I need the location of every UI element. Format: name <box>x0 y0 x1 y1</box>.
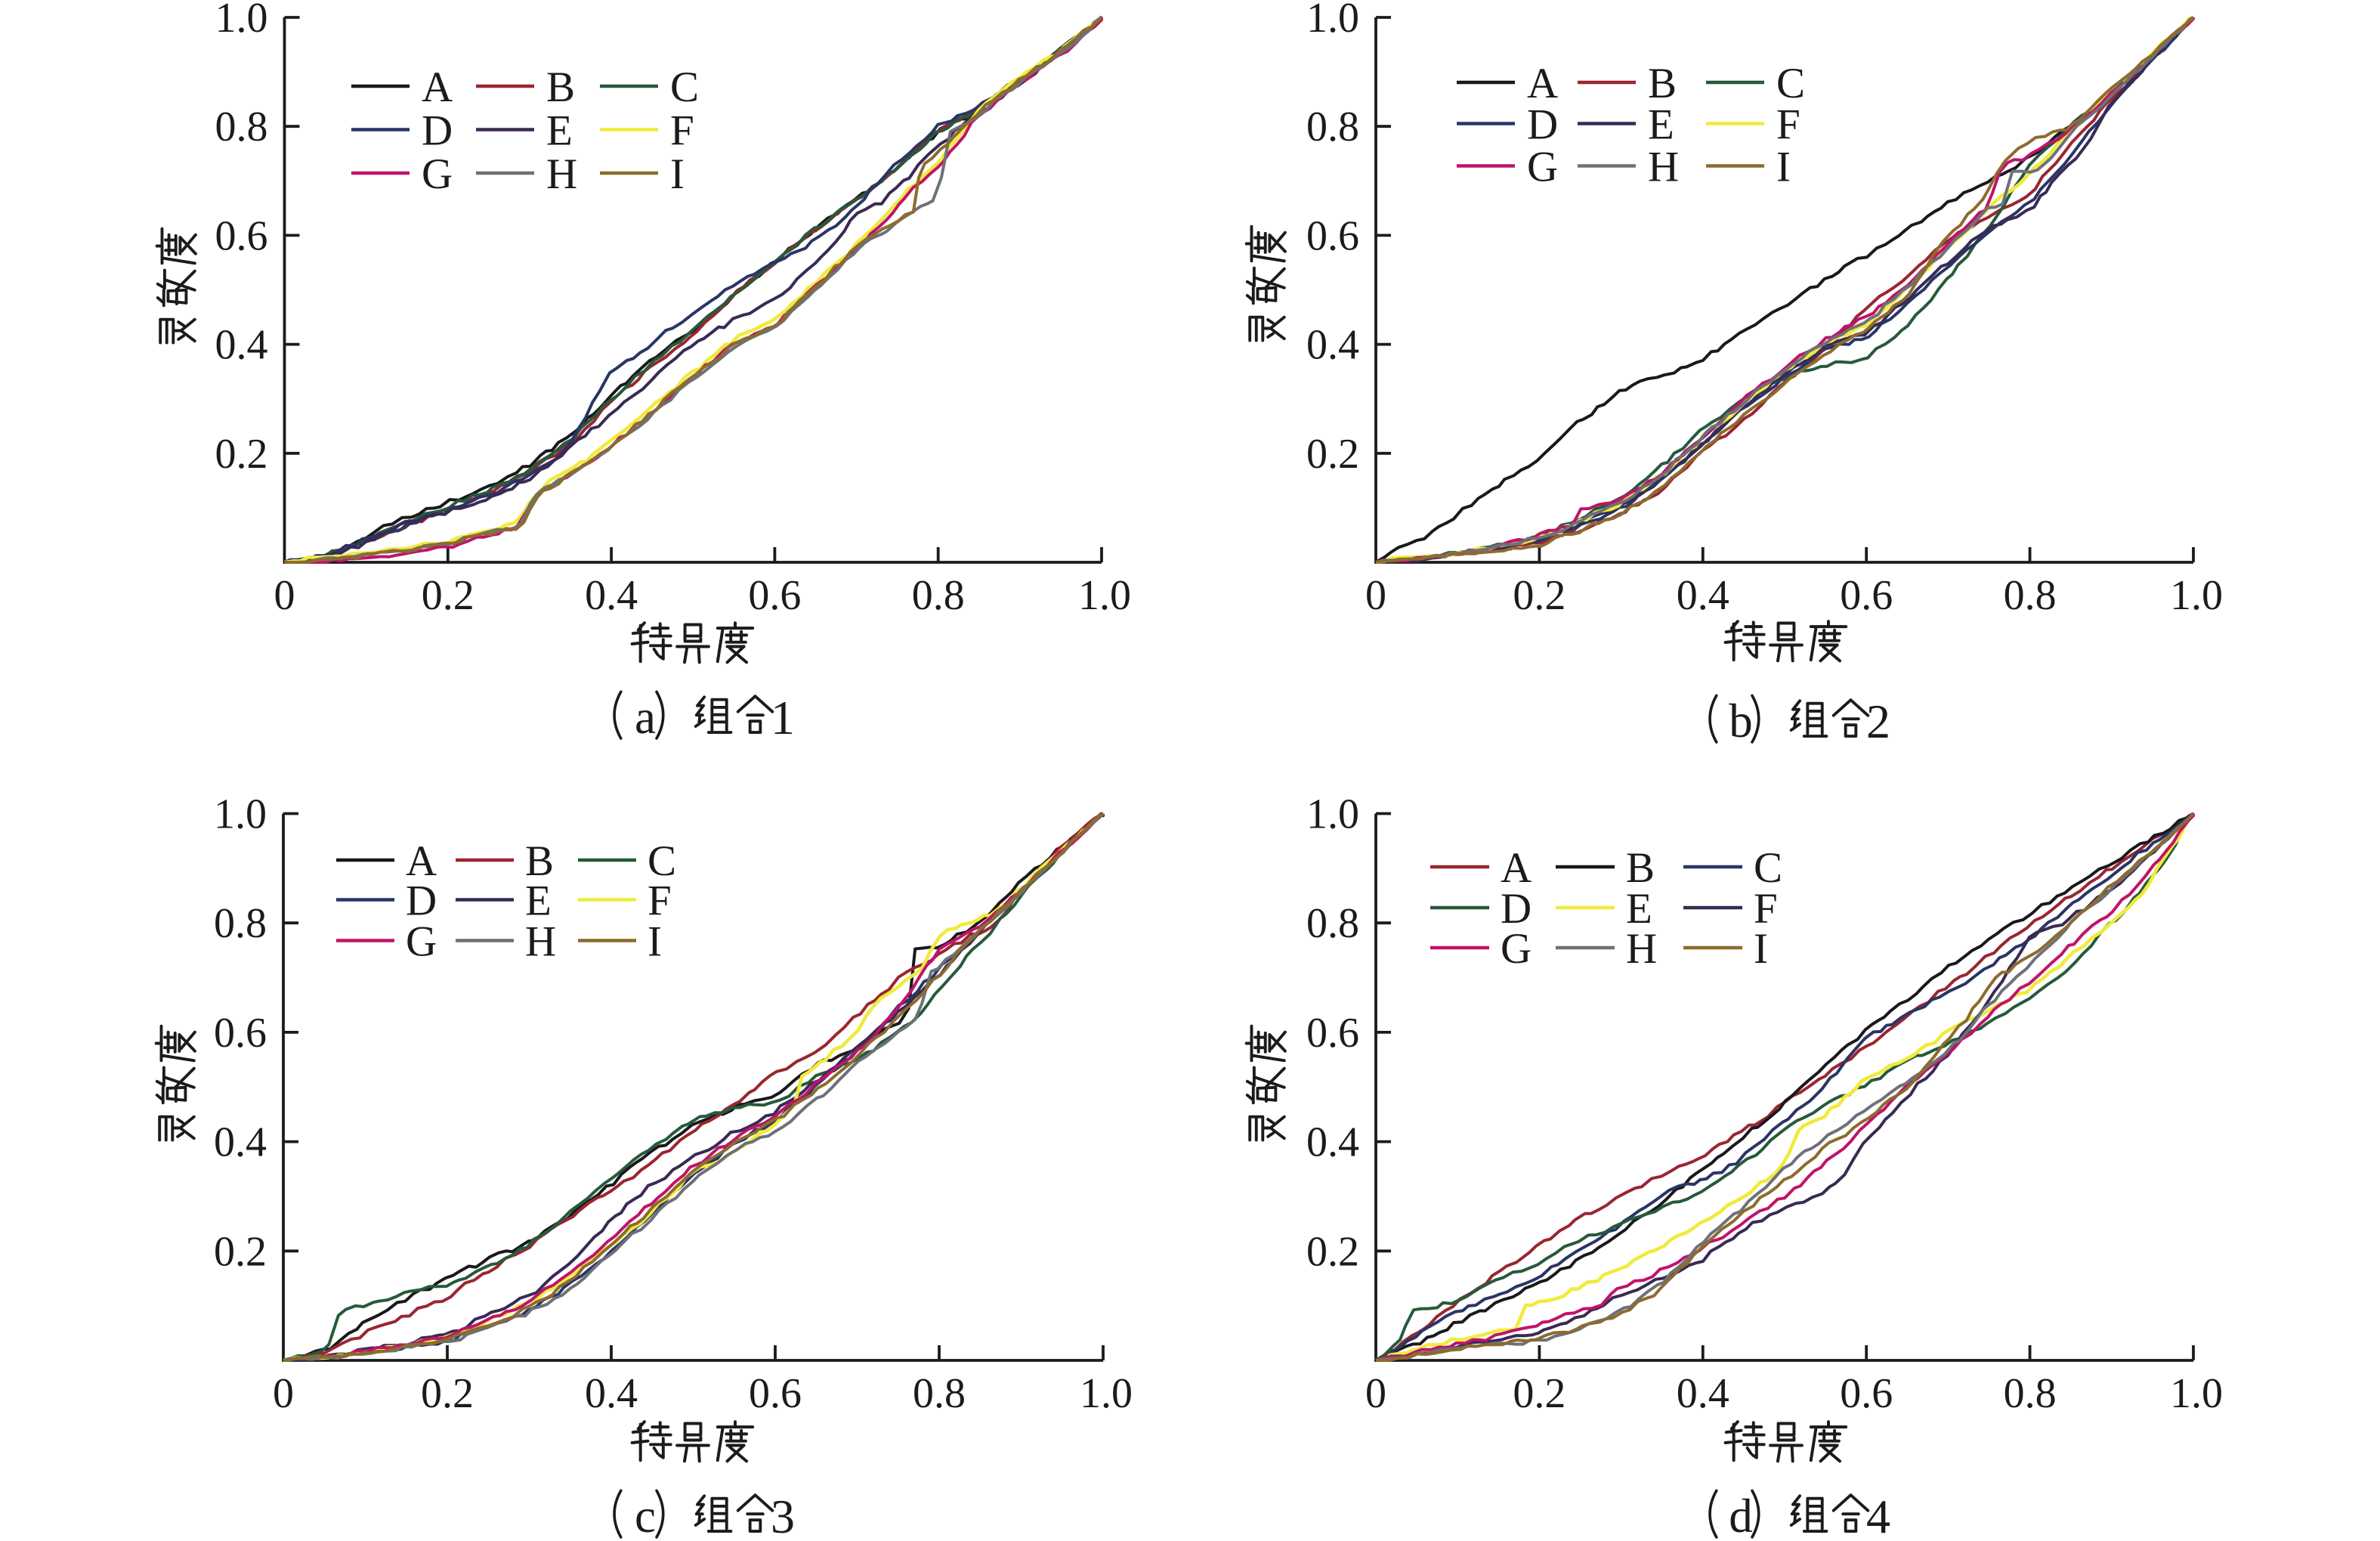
svg-text:0.6: 0.6 <box>1840 572 1893 619</box>
svg-text:D: D <box>406 877 437 925</box>
svg-text:0.4: 0.4 <box>585 1370 638 1417</box>
svg-text:0.4: 0.4 <box>585 572 638 619</box>
svg-text:0.2: 0.2 <box>1513 1370 1566 1417</box>
svg-text:B: B <box>546 63 575 111</box>
svg-text:0.8: 0.8 <box>1306 104 1359 150</box>
svg-text:H: H <box>1626 925 1657 973</box>
svg-text:B: B <box>1626 844 1655 892</box>
svg-text:0.4: 0.4 <box>1306 1119 1359 1166</box>
svg-text:b: b <box>1729 695 1753 747</box>
svg-text:I: I <box>1776 144 1791 191</box>
svg-text:0.2: 0.2 <box>214 1228 267 1275</box>
svg-text:0.6: 0.6 <box>1306 1010 1359 1057</box>
svg-text:1.0: 1.0 <box>2170 1370 2223 1417</box>
svg-text:I: I <box>1754 925 1768 973</box>
svg-text:E: E <box>1626 885 1652 933</box>
svg-text:0.8: 0.8 <box>215 104 268 150</box>
svg-text:0.8: 0.8 <box>214 900 267 947</box>
svg-text:1.0: 1.0 <box>215 0 268 42</box>
svg-text:0.6: 0.6 <box>749 1370 802 1417</box>
svg-text:A: A <box>406 837 437 885</box>
svg-text:4: 4 <box>1866 1490 1890 1541</box>
svg-text:d: d <box>1729 1490 1753 1541</box>
svg-text:0.4: 0.4 <box>215 322 268 369</box>
svg-text:A: A <box>1501 844 1532 892</box>
svg-text:G: G <box>1527 144 1558 191</box>
svg-text:C: C <box>670 63 699 111</box>
svg-text:D: D <box>1501 885 1532 933</box>
svg-text:0.6: 0.6 <box>1840 1370 1893 1417</box>
svg-text:C: C <box>1776 60 1805 107</box>
svg-text:D: D <box>422 107 453 155</box>
svg-text:C: C <box>1754 844 1782 892</box>
svg-text:E: E <box>546 107 573 155</box>
svg-text:0.2: 0.2 <box>1513 572 1566 619</box>
svg-text:0.6: 0.6 <box>214 1010 267 1057</box>
svg-text:E: E <box>525 877 552 925</box>
svg-text:0.2: 0.2 <box>1306 431 1359 478</box>
svg-text:0: 0 <box>1365 1370 1386 1417</box>
svg-text:F: F <box>1776 101 1800 149</box>
svg-text:0.4: 0.4 <box>1306 322 1359 369</box>
svg-text:C: C <box>648 837 676 885</box>
svg-text:G: G <box>422 150 453 198</box>
svg-text:c: c <box>635 1490 656 1541</box>
svg-text:a: a <box>635 691 656 744</box>
svg-text:H: H <box>546 150 577 198</box>
svg-text:F: F <box>670 107 694 155</box>
svg-text:0.4: 0.4 <box>1677 1370 1729 1417</box>
svg-text:A: A <box>422 63 453 111</box>
svg-text:0.2: 0.2 <box>421 1370 474 1417</box>
svg-text:1.0: 1.0 <box>1306 791 1359 838</box>
svg-text:0.6: 0.6 <box>215 212 268 259</box>
svg-text:0.2: 0.2 <box>1306 1228 1359 1275</box>
svg-text:1.0: 1.0 <box>2170 572 2223 619</box>
svg-text:B: B <box>525 837 554 885</box>
svg-text:1.0: 1.0 <box>1078 572 1131 619</box>
svg-text:0.6: 0.6 <box>1306 212 1359 259</box>
svg-text:0.2: 0.2 <box>422 572 474 619</box>
svg-text:3: 3 <box>771 1490 795 1541</box>
svg-text:0.4: 0.4 <box>214 1119 267 1166</box>
svg-text:0: 0 <box>1365 572 1386 619</box>
svg-text:1.0: 1.0 <box>1080 1370 1133 1417</box>
svg-text:2: 2 <box>1866 695 1890 748</box>
svg-text:0.8: 0.8 <box>912 572 965 619</box>
svg-text:0.8: 0.8 <box>1306 900 1359 947</box>
svg-text:0.4: 0.4 <box>1677 572 1729 619</box>
svg-text:H: H <box>1648 144 1679 191</box>
svg-text:0: 0 <box>273 1370 294 1417</box>
svg-text:B: B <box>1648 60 1677 107</box>
svg-text:A: A <box>1527 60 1558 107</box>
svg-text:G: G <box>406 918 437 966</box>
svg-text:0.8: 0.8 <box>2004 572 2057 619</box>
svg-text:I: I <box>670 150 685 198</box>
svg-text:F: F <box>648 877 672 925</box>
svg-text:0.2: 0.2 <box>215 431 268 478</box>
svg-text:0.8: 0.8 <box>913 1370 966 1417</box>
svg-text:0.8: 0.8 <box>2004 1370 2057 1417</box>
svg-text:I: I <box>648 918 662 966</box>
svg-text:E: E <box>1648 101 1674 149</box>
svg-text:H: H <box>525 918 556 966</box>
svg-text:F: F <box>1754 885 1778 933</box>
svg-text:1.0: 1.0 <box>214 791 267 838</box>
svg-text:G: G <box>1501 925 1532 973</box>
svg-text:1.0: 1.0 <box>1306 0 1359 42</box>
svg-text:0: 0 <box>274 572 295 619</box>
svg-text:1: 1 <box>771 691 795 744</box>
svg-text:D: D <box>1527 101 1558 149</box>
svg-text:0.6: 0.6 <box>748 572 801 619</box>
